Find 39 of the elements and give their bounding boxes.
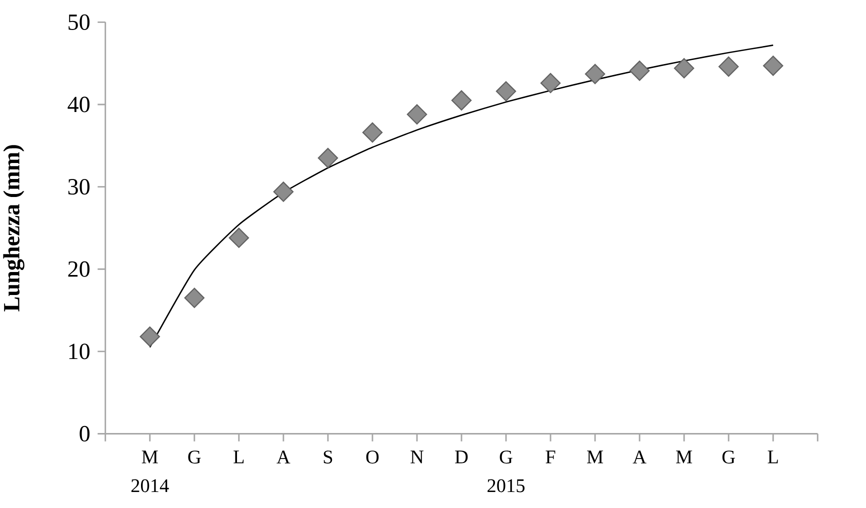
point bbox=[273, 182, 294, 202]
point bbox=[718, 56, 739, 77]
x-tick-label: A bbox=[632, 450, 646, 464]
point bbox=[318, 148, 338, 168]
y-tick-label: 10 bbox=[69, 344, 90, 360]
y-tick-label: 20 bbox=[68, 261, 90, 277]
x-tick-label: M bbox=[676, 450, 692, 464]
text: 2014 bbox=[131, 479, 169, 492]
point bbox=[629, 60, 650, 81]
y-axis-title: Lunghezza (mm) bbox=[3, 145, 24, 312]
x-tick-label: L bbox=[234, 450, 244, 464]
point bbox=[406, 104, 428, 125]
y-tick-label: 50 bbox=[68, 14, 90, 30]
x-tick-label: A bbox=[276, 450, 290, 464]
point bbox=[496, 81, 516, 102]
point bbox=[140, 326, 160, 347]
point bbox=[228, 228, 250, 248]
x-tick-label: D bbox=[455, 450, 468, 464]
y-tick-label: 30 bbox=[68, 179, 90, 195]
point bbox=[540, 72, 561, 94]
point bbox=[674, 58, 694, 78]
x-tick-label: S bbox=[324, 450, 332, 464]
x-tick-label: G bbox=[188, 450, 201, 464]
point bbox=[451, 90, 472, 111]
y-tick-label: 0 bbox=[80, 426, 90, 442]
x-tick-label: L bbox=[768, 450, 778, 464]
point bbox=[362, 122, 383, 143]
x-tick-label: G bbox=[500, 450, 512, 464]
x-tick-label: N bbox=[410, 450, 424, 464]
x-tick-label: M bbox=[587, 450, 604, 464]
x-tick-label: G bbox=[722, 450, 735, 464]
point bbox=[184, 288, 205, 308]
point bbox=[762, 56, 784, 76]
x-tick-label: M bbox=[142, 450, 158, 464]
text: 2015 bbox=[488, 479, 525, 492]
y-tick-label: 40 bbox=[68, 96, 90, 112]
x-tick-label: O bbox=[366, 450, 379, 464]
x-tick-label: F bbox=[546, 450, 556, 464]
point bbox=[584, 64, 606, 84]
